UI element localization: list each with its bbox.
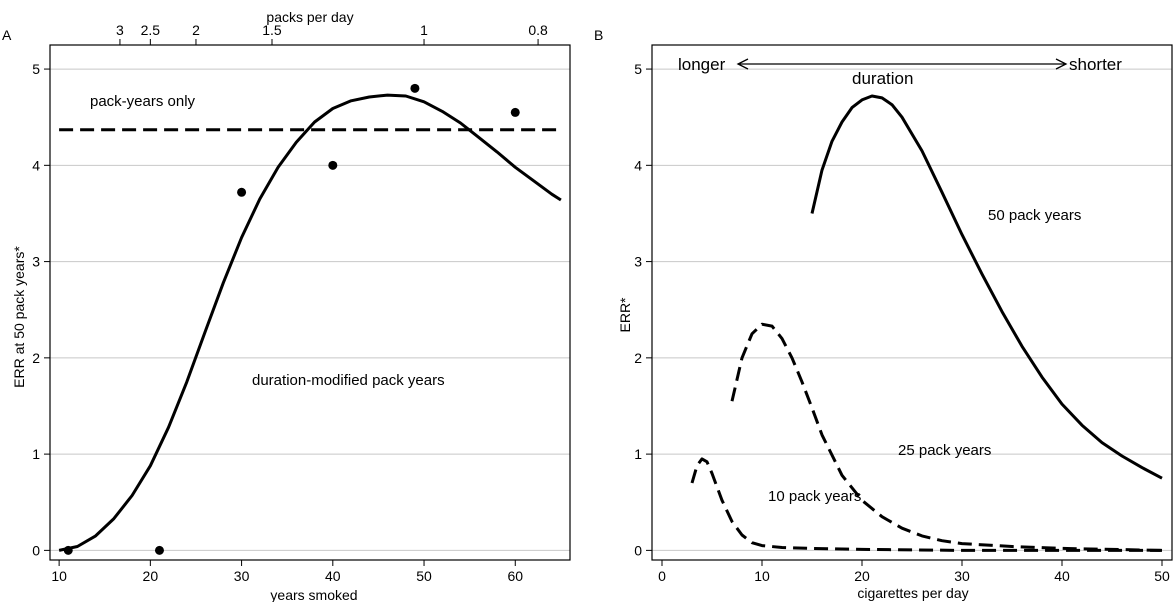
panel-a-top-tick-label: 0.8 xyxy=(528,22,548,38)
panel-b-y-tick-label: 4 xyxy=(634,157,642,173)
panel-a-letter: A xyxy=(2,27,12,43)
panel-a-top-tick-label: 1.5 xyxy=(262,22,282,38)
panel-b-y-tick-label: 5 xyxy=(634,61,642,77)
panel-a-grid xyxy=(50,68,570,551)
panel-b-frame xyxy=(651,44,1173,561)
panel-b-y-tick-label: 3 xyxy=(634,254,642,270)
data-point xyxy=(328,160,338,170)
panel-b-x-tick-label: 50 xyxy=(1154,568,1170,584)
panel-b-letter: B xyxy=(594,27,603,43)
data-point xyxy=(63,545,73,555)
series-label-25-pack-years: 25 pack years xyxy=(898,442,991,459)
panel-b-y-axis-label: ERR* xyxy=(617,297,633,333)
panel-a-y-axis-label: ERR at 50 pack years* xyxy=(11,246,27,388)
panel-a-x-tick-label: 60 xyxy=(507,568,523,584)
duration-modified-label: duration-modified pack years xyxy=(252,372,445,389)
duration-label: duration xyxy=(852,69,913,88)
series-label-10-pack-years: 10 pack years xyxy=(768,488,861,505)
shorter-label: shorter xyxy=(1069,55,1122,74)
panel-a-axes: 0 1 2 3 4 5 10 20 30 40 50 60 3 2.5 2 1.5 1 0.8 xyxy=(32,22,571,584)
panel-a-top-tick-label: 1 xyxy=(420,22,428,38)
panel-a-x-tick-label: 50 xyxy=(416,568,432,584)
series-label-50-pack-years: 50 pack years xyxy=(988,207,1081,224)
panel-b-series-line-1 xyxy=(730,322,1163,552)
data-point xyxy=(237,187,247,197)
panel-b-y-tick-label: 2 xyxy=(634,350,642,366)
panel-b-y-tick-label: 0 xyxy=(634,542,642,558)
data-point xyxy=(410,83,420,93)
panel-b-series-line-0 xyxy=(810,94,1163,480)
panel-a-series xyxy=(58,83,562,555)
panel-a-x-axis-label: years smoked xyxy=(270,587,357,602)
data-point xyxy=(154,545,164,555)
panel-a-top-tick-label: 2.5 xyxy=(141,22,161,38)
panel-b-x-tick-label: 10 xyxy=(754,568,770,584)
panel-b-series xyxy=(690,94,1163,552)
panel-a-y-tick-label: 4 xyxy=(32,157,40,173)
panel-a-x-tick-label: 40 xyxy=(325,568,341,584)
panel-a-x-tick-label: 30 xyxy=(234,568,250,584)
panel-b-grid xyxy=(652,68,1172,551)
duration-arrow xyxy=(736,58,1068,70)
panel-b-x-tick-label: 40 xyxy=(1054,568,1070,584)
panel-a-y-tick-label: 1 xyxy=(32,446,40,462)
data-point xyxy=(510,107,520,117)
panel-a-x-tick-label: 20 xyxy=(143,568,159,584)
panel-a-y-tick-label: 3 xyxy=(32,254,40,270)
panel-a-y-tick-label: 2 xyxy=(32,350,40,366)
panel-a-frame xyxy=(49,44,571,561)
panel-a-y-tick-label: 5 xyxy=(32,61,40,77)
panel-b-x-tick-label: 0 xyxy=(658,568,666,584)
panel-a: 0 1 2 3 4 5 10 20 30 40 50 60 3 2.5 2 1.5 1 0.8 years smo… xyxy=(11,9,571,603)
longer-label: longer xyxy=(678,55,726,74)
panel-b-series-line-2 xyxy=(690,457,1162,552)
panel-a-series-line-1 xyxy=(58,93,562,552)
panel-b-x-tick-label: 20 xyxy=(854,568,870,584)
panel-a-top-axis-label: packs per day xyxy=(266,9,353,25)
panel-b-x-tick-label: 30 xyxy=(954,568,970,584)
panel-b-y-tick-label: 1 xyxy=(634,446,642,462)
panel-a-top-tick-label: 3 xyxy=(116,22,124,38)
panel-b-x-axis-label: cigarettes per day xyxy=(857,585,968,601)
panel-a-y-tick-label: 0 xyxy=(32,542,40,558)
pack-years-only-label: pack-years only xyxy=(90,93,196,110)
panel-a-x-tick-label: 10 xyxy=(51,568,67,584)
panel-a-top-tick-label: 2 xyxy=(192,22,200,38)
